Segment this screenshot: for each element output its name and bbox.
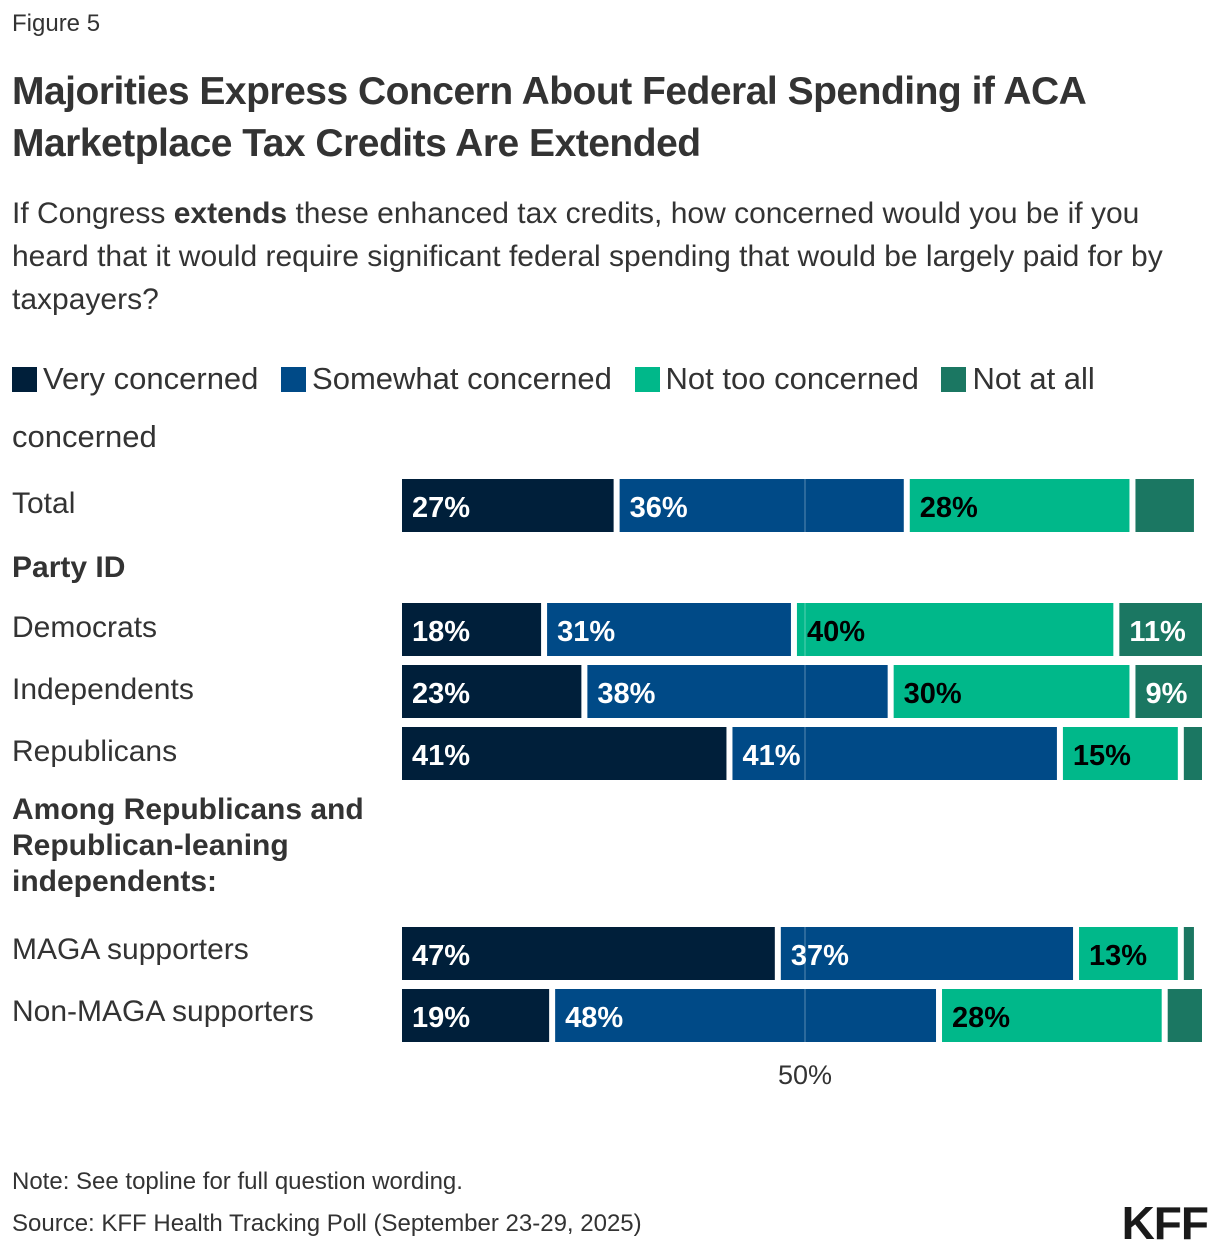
data-label: 18%: [412, 616, 470, 648]
data-label: 11%: [1129, 616, 1186, 648]
data-label: 28%: [920, 492, 978, 524]
bar-segment: [796, 603, 1114, 656]
subtitle-part: If Congress: [12, 197, 174, 230]
data-label: 47%: [412, 940, 470, 972]
bar-segment: [402, 927, 775, 980]
group-header: Party ID: [12, 551, 126, 584]
bar-segment: [1062, 727, 1178, 780]
x-tick-label: 50%: [777, 1060, 833, 1090]
bar-segment: [402, 727, 727, 780]
category-label: Total: [12, 487, 76, 520]
bar-segment: [1135, 479, 1194, 532]
legend-item: Somewhat concerned: [281, 361, 612, 396]
legend-swatch: [941, 367, 967, 392]
chart-title: Majorities Express Concern About Federal…: [12, 70, 1085, 165]
category-label: Democrats: [12, 611, 158, 644]
bar-segment: [942, 989, 1162, 1042]
bar-segment: [1183, 927, 1194, 980]
bar-segment: [402, 479, 614, 532]
bar-segment: [619, 479, 904, 532]
bar-segment: [555, 989, 937, 1042]
category-label: Republicans: [12, 735, 178, 768]
data-label: 31%: [557, 616, 615, 648]
bar-segment: [1135, 665, 1202, 718]
data-label: 40%: [807, 616, 865, 648]
bar-segment: [1183, 727, 1202, 780]
bar-segment: [909, 479, 1130, 532]
bar-segment: [732, 727, 1057, 780]
data-label: 37%: [791, 940, 849, 972]
legend-label: Very concerned: [43, 361, 259, 396]
legend-swatch: [281, 367, 307, 392]
data-label: 28%: [952, 1002, 1010, 1034]
legend-swatch: [12, 367, 37, 392]
data-label: 38%: [597, 678, 655, 710]
bar-segment: [1119, 603, 1202, 656]
bar-segment: [1167, 989, 1202, 1042]
legend-label: Not too concerned: [665, 361, 919, 396]
category-label: MAGA supporters: [12, 933, 249, 966]
chart-subtitle: If Congress extends these enhanced tax c…: [12, 192, 1212, 321]
data-label: 13%: [1089, 940, 1147, 972]
chart-source: Source: KFF Health Tracking Poll (Septem…: [12, 1210, 642, 1237]
bar-segment: [402, 603, 542, 656]
data-label: 30%: [904, 678, 962, 710]
legend-item: Not too concerned: [634, 361, 919, 396]
bar-segment: [402, 989, 550, 1042]
data-label: 15%: [1073, 740, 1131, 772]
data-label: 48%: [565, 1002, 623, 1034]
group-header: Among Republicans and Republican-leaning…: [12, 793, 364, 898]
data-label: 23%: [412, 678, 470, 710]
category-label: Non-MAGA supporters: [12, 995, 314, 1028]
figure-label: Figure 5: [12, 10, 101, 37]
bar-segment: [1079, 927, 1178, 980]
data-label: 36%: [630, 492, 688, 524]
data-label: 41%: [412, 740, 470, 772]
bar-segment: [547, 603, 791, 656]
bar-segment: [780, 927, 1074, 980]
data-label: 19%: [412, 1002, 470, 1034]
legend-item: Very concerned: [12, 361, 258, 396]
data-label: 27%: [412, 492, 470, 524]
category-label: Independents: [12, 673, 194, 706]
legend: Very concerned Somewhat concerned Not to…: [12, 350, 1212, 466]
data-label: 41%: [742, 740, 800, 772]
data-label: 9%: [1145, 678, 1187, 710]
legend-item: Not at all concerned: [12, 361, 1095, 454]
legend-label: Somewhat concerned: [312, 361, 612, 396]
bar-segment: [587, 665, 888, 718]
bar-segment: [893, 665, 1130, 718]
kff-logo: KFF: [1121, 1197, 1209, 1249]
subtitle-emphasis: extends: [173, 197, 288, 230]
chart-note: Note: See topline for full question word…: [12, 1168, 463, 1195]
legend-label: Not at all concerned: [12, 361, 1095, 454]
subtitle-part: these enhanced tax credits, how concerne…: [12, 197, 1163, 316]
legend-swatch: [634, 367, 660, 392]
bar-segment: [402, 665, 582, 718]
